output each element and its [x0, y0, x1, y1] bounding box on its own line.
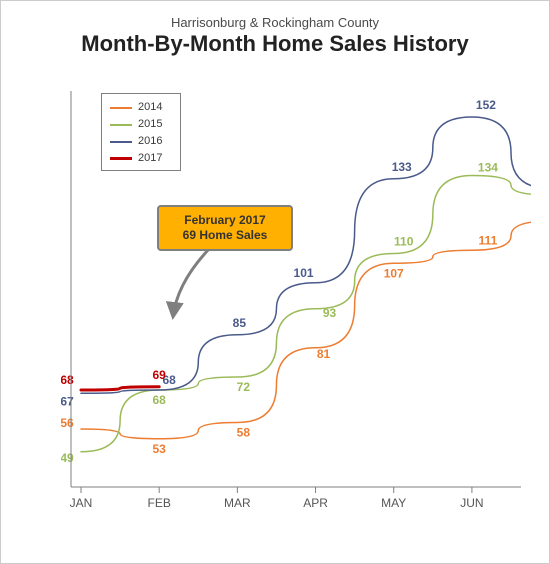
legend-item-2015: 2015 — [110, 119, 170, 130]
legend-label: 2017 — [138, 153, 162, 164]
callout-line1: February 2017 — [169, 213, 281, 228]
data-label: 93 — [323, 306, 337, 320]
legend-label: 2016 — [138, 136, 162, 147]
data-label: 53 — [153, 442, 167, 456]
legend: 2014 2015 2016 2017 — [101, 93, 181, 171]
data-label: 67 — [61, 394, 74, 408]
series-2014 — [81, 221, 531, 439]
data-label: 72 — [237, 380, 251, 394]
data-label: 111 — [479, 233, 498, 247]
chart-page: Harrisonburg & Rockingham County Month-B… — [0, 0, 550, 564]
x-axis-label: JUN — [460, 496, 483, 510]
legend-item-2016: 2016 — [110, 136, 170, 147]
callout-box: February 2017 69 Home Sales — [157, 205, 293, 251]
legend-label: 2015 — [138, 119, 162, 130]
data-label: 56 — [61, 416, 74, 430]
x-axis-label: FEB — [148, 496, 171, 510]
callout-arrow — [173, 249, 209, 317]
x-axis-label: APR — [303, 496, 328, 510]
data-label: 85 — [233, 316, 247, 330]
data-label: 152 — [476, 98, 496, 112]
data-label: 69 — [153, 368, 167, 382]
legend-swatch — [110, 124, 132, 126]
data-label: 58 — [237, 426, 251, 440]
data-label: 110 — [394, 235, 414, 249]
legend-swatch — [110, 157, 132, 160]
legend-item-2017: 2017 — [110, 153, 170, 164]
x-axis-label: MAY — [381, 496, 406, 510]
page-title: Month-By-Month Home Sales History — [1, 31, 549, 57]
data-label: 68 — [61, 373, 74, 387]
legend-label: 2014 — [138, 102, 162, 113]
data-label: 68 — [153, 393, 167, 407]
data-label: 101 — [294, 266, 314, 280]
x-axis-label: MAR — [224, 496, 251, 510]
data-label: 133 — [392, 160, 412, 174]
legend-item-2014: 2014 — [110, 102, 170, 113]
page-subtitle: Harrisonburg & Rockingham County — [1, 15, 549, 30]
data-label: 107 — [384, 266, 404, 280]
data-label: 49 — [61, 451, 74, 465]
plot-area: 56 53 58 81 107 111 49 68 72 93 110 134 67 68 85 101 133… — [61, 81, 531, 521]
series-2015 — [81, 176, 531, 452]
x-axis-label: JAN — [70, 496, 93, 510]
callout-line2: 69 Home Sales — [169, 228, 281, 243]
data-label: 81 — [317, 347, 331, 361]
legend-swatch — [110, 107, 132, 109]
data-label: 134 — [478, 161, 498, 175]
legend-swatch — [110, 141, 132, 143]
